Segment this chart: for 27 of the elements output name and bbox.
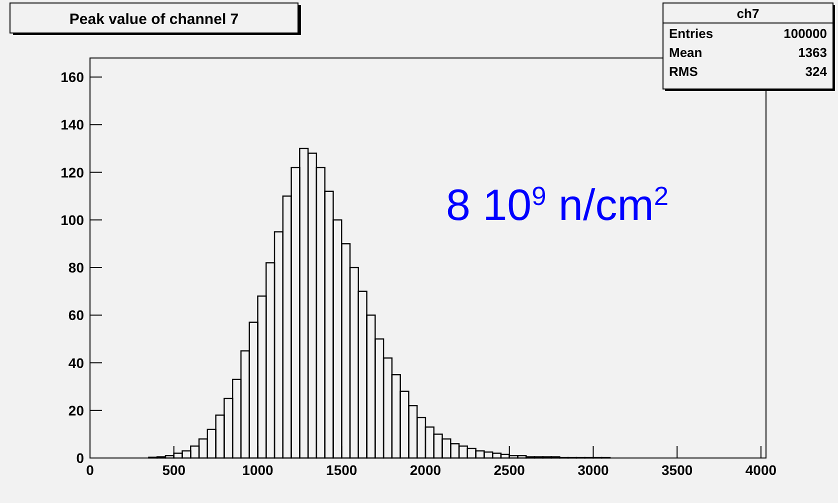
annotation: RMS: [669, 64, 698, 79]
x-tick-label: 3000: [578, 462, 610, 478]
annotation: 8 10$^{9}$ n/cm$^{2}$: [446, 181, 669, 230]
x-tick-label: 2000: [410, 462, 442, 478]
y-tick-label: 160: [60, 69, 84, 86]
x-tick-label: 2500: [494, 462, 526, 478]
y-tick-label: 120: [60, 164, 84, 180]
text: Entries: [669, 26, 714, 41]
y-tick-label: 0: [76, 450, 84, 466]
x-tick-label: 0: [86, 462, 94, 478]
annotation: Mean: [669, 45, 702, 60]
x-tick-label: 4000: [745, 462, 777, 478]
text: 324: [805, 64, 828, 79]
x-tick-label: 1000: [242, 462, 274, 478]
y-tick-label: 140: [60, 116, 84, 133]
y-tick-label: 20: [68, 402, 84, 418]
x-tick-label: 500: [162, 462, 186, 478]
x-tick-label: 1500: [326, 462, 358, 478]
text: 100000: [784, 26, 827, 41]
y-tick-label: 60: [68, 307, 84, 324]
text: 1363: [798, 45, 827, 60]
y-tick-label: 80: [68, 260, 84, 276]
text: ch7: [736, 6, 760, 21]
x-tick-label: 3500: [662, 462, 693, 478]
chart-title: Peak value of channel 7: [69, 11, 239, 28]
y-tick-label: 40: [68, 354, 84, 371]
y-tick-label: 100: [60, 212, 84, 228]
